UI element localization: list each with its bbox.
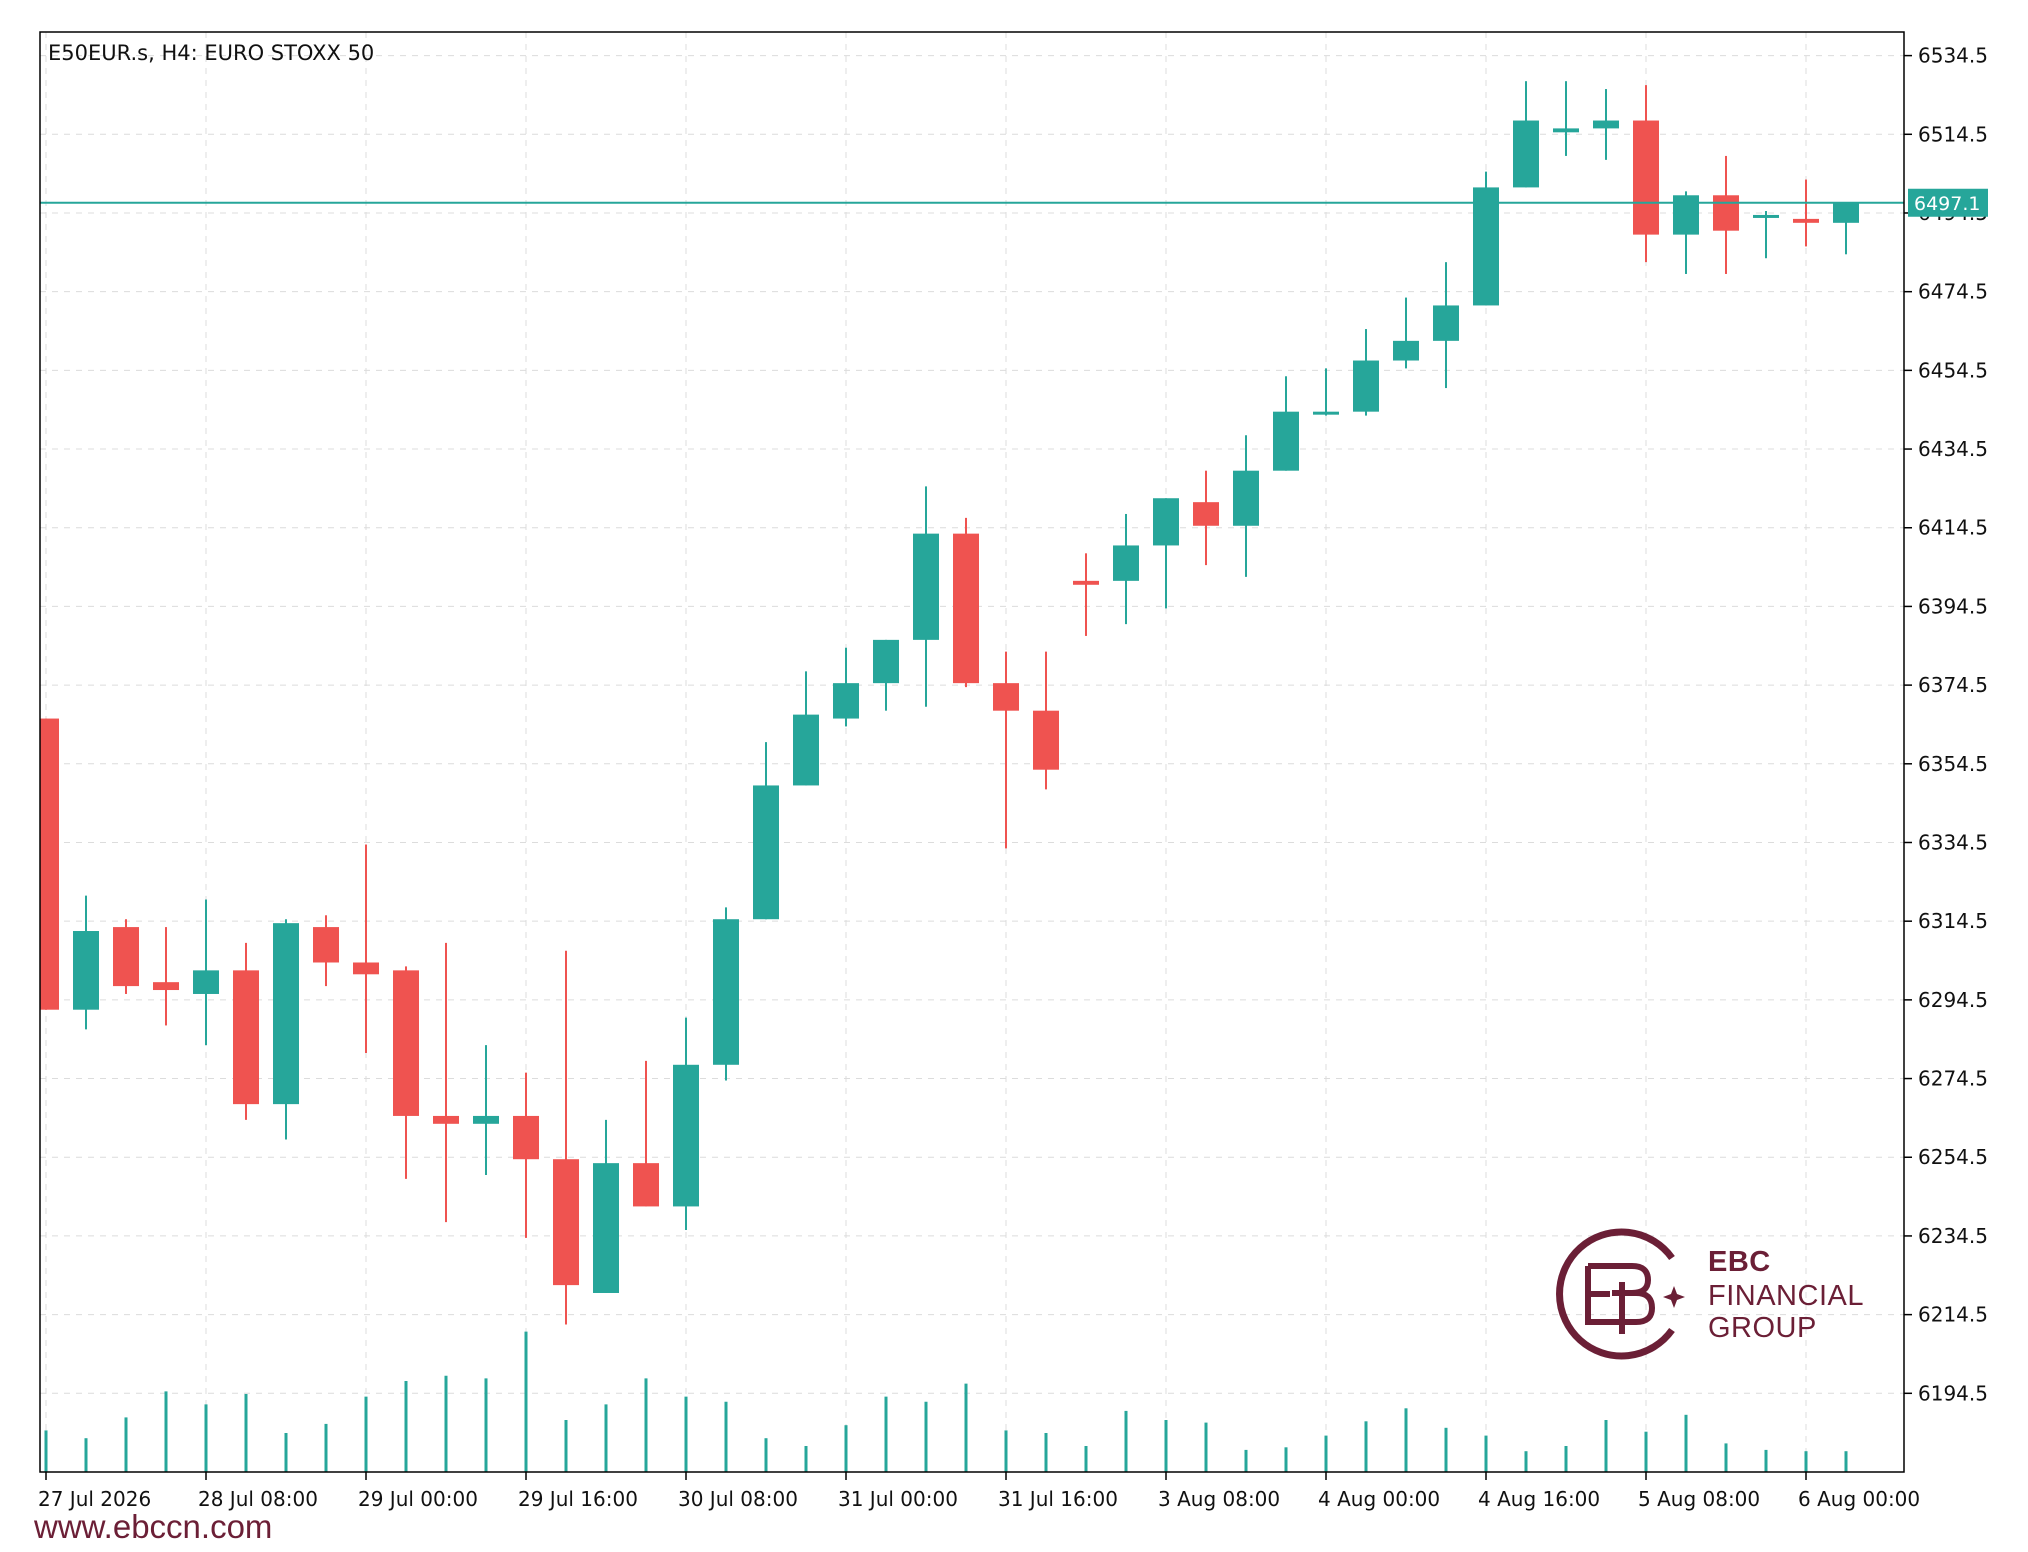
candle-body bbox=[233, 970, 259, 1105]
candle-body bbox=[1753, 214, 1779, 218]
candle-body bbox=[40, 718, 59, 1010]
candle-body bbox=[1513, 120, 1539, 188]
x-tick-label: 4 Aug 16:00 bbox=[1478, 1487, 1600, 1511]
candle-body bbox=[593, 1163, 619, 1293]
candle-body bbox=[1553, 128, 1579, 133]
candles bbox=[40, 81, 1859, 1325]
y-tick-label: 6454.5 bbox=[1918, 358, 1988, 382]
candle-body bbox=[713, 919, 739, 1065]
candle-body bbox=[1353, 360, 1379, 412]
y-tick-label: 6354.5 bbox=[1918, 752, 1988, 776]
candle-body bbox=[193, 970, 219, 994]
candle-body bbox=[1113, 545, 1139, 581]
y-tick-label: 6414.5 bbox=[1918, 516, 1988, 540]
candle-body bbox=[113, 927, 139, 987]
x-tick-label: 30 Jul 08:00 bbox=[678, 1487, 798, 1511]
x-tick-label: 5 Aug 08:00 bbox=[1638, 1487, 1760, 1511]
candle-body bbox=[833, 683, 859, 719]
price-tag: 6497.1 bbox=[1908, 188, 1988, 217]
x-tick-label: 29 Jul 00:00 bbox=[358, 1487, 478, 1511]
candle-body bbox=[913, 533, 939, 640]
candle-body bbox=[1433, 305, 1459, 341]
candle-body bbox=[153, 982, 179, 991]
watermark-financial: FINANCIAL bbox=[1708, 1280, 1864, 1312]
x-tick-label: 31 Jul 00:00 bbox=[838, 1487, 958, 1511]
candle-body bbox=[1713, 195, 1739, 231]
candle-body bbox=[393, 970, 419, 1116]
candle-body bbox=[1233, 470, 1259, 526]
candle-body bbox=[1073, 580, 1099, 585]
candle-body bbox=[273, 923, 299, 1105]
y-tick-label: 6394.5 bbox=[1918, 594, 1988, 618]
y-tick-label: 6474.5 bbox=[1918, 280, 1988, 304]
volume-bars bbox=[44, 1331, 1848, 1472]
y-tick-label: 6434.5 bbox=[1918, 437, 1988, 461]
y-tick-label: 6294.5 bbox=[1918, 988, 1988, 1012]
x-tick-label: 31 Jul 16:00 bbox=[998, 1487, 1118, 1511]
candle-body bbox=[1593, 120, 1619, 129]
price-tag-label: 6497.1 bbox=[1914, 193, 1980, 215]
x-tick-label: 6 Aug 00:00 bbox=[1798, 1487, 1920, 1511]
candle-body bbox=[1033, 710, 1059, 770]
candle-body bbox=[1833, 203, 1859, 223]
candle-body bbox=[793, 714, 819, 786]
y-tick-label: 6514.5 bbox=[1918, 122, 1988, 146]
y-tick-label: 6234.5 bbox=[1918, 1224, 1988, 1248]
ebc-logo: EBC FINANCIAL GROUP bbox=[1552, 1226, 1892, 1362]
y-tick-label: 6274.5 bbox=[1918, 1067, 1988, 1091]
candle-body bbox=[1273, 411, 1299, 471]
candle-body bbox=[313, 927, 339, 963]
candle-body bbox=[1193, 502, 1219, 526]
candle-body bbox=[673, 1064, 699, 1207]
candle-body bbox=[953, 533, 979, 684]
y-tick-label: 6214.5 bbox=[1918, 1303, 1988, 1327]
y-tick-label: 6534.5 bbox=[1918, 44, 1988, 68]
candle-body bbox=[1393, 340, 1419, 361]
candle-body bbox=[1473, 187, 1499, 306]
candle-body bbox=[73, 931, 99, 1010]
x-tick-label: 4 Aug 00:00 bbox=[1318, 1487, 1440, 1511]
candle-body bbox=[473, 1115, 499, 1124]
candle-body bbox=[1673, 195, 1699, 235]
y-tick-label: 6314.5 bbox=[1918, 909, 1988, 933]
plot-frame bbox=[39, 31, 1905, 1473]
candle-body bbox=[633, 1163, 659, 1207]
x-tick-label: 29 Jul 16:00 bbox=[518, 1487, 638, 1511]
x-tick-label: 3 Aug 08:00 bbox=[1158, 1487, 1280, 1511]
candle-body bbox=[513, 1115, 539, 1160]
y-tick-label: 6254.5 bbox=[1918, 1145, 1988, 1169]
candle-body bbox=[873, 639, 899, 684]
x-axis: 27 Jul 2026 28 Jul 08:00 29 Jul 00:00 29 Ju… bbox=[38, 1472, 1920, 1511]
watermark-brand: EBC bbox=[1708, 1246, 1771, 1278]
candle-body bbox=[1313, 411, 1339, 415]
price-tag-background bbox=[1908, 188, 1988, 217]
watermark-group: GROUP bbox=[1708, 1312, 1817, 1344]
candle-body bbox=[353, 962, 379, 975]
chart-title: E50EUR.s, H4: EURO STOXX 50 bbox=[48, 41, 374, 65]
candle-body bbox=[1153, 498, 1179, 546]
y-tick-label: 6374.5 bbox=[1918, 673, 1988, 697]
candle-body bbox=[753, 785, 779, 920]
website-url: www.ebccn.com bbox=[34, 1508, 273, 1545]
ebc-logo-icon bbox=[1556, 1228, 1685, 1360]
y-tick-label: 6194.5 bbox=[1918, 1381, 1988, 1405]
candle-body bbox=[993, 683, 1019, 711]
x-tick-label: 27 Jul 2026 bbox=[38, 1487, 151, 1511]
candle-body bbox=[553, 1159, 579, 1286]
candle-body bbox=[433, 1115, 459, 1124]
y-axis: 6534.56514.56494.56474.56454.56434.56414… bbox=[1904, 44, 1988, 1405]
candle-body bbox=[1793, 218, 1819, 223]
y-tick-label: 6334.5 bbox=[1918, 830, 1988, 854]
x-tick-label: 28 Jul 08:00 bbox=[198, 1487, 318, 1511]
candle-body bbox=[1633, 120, 1659, 235]
